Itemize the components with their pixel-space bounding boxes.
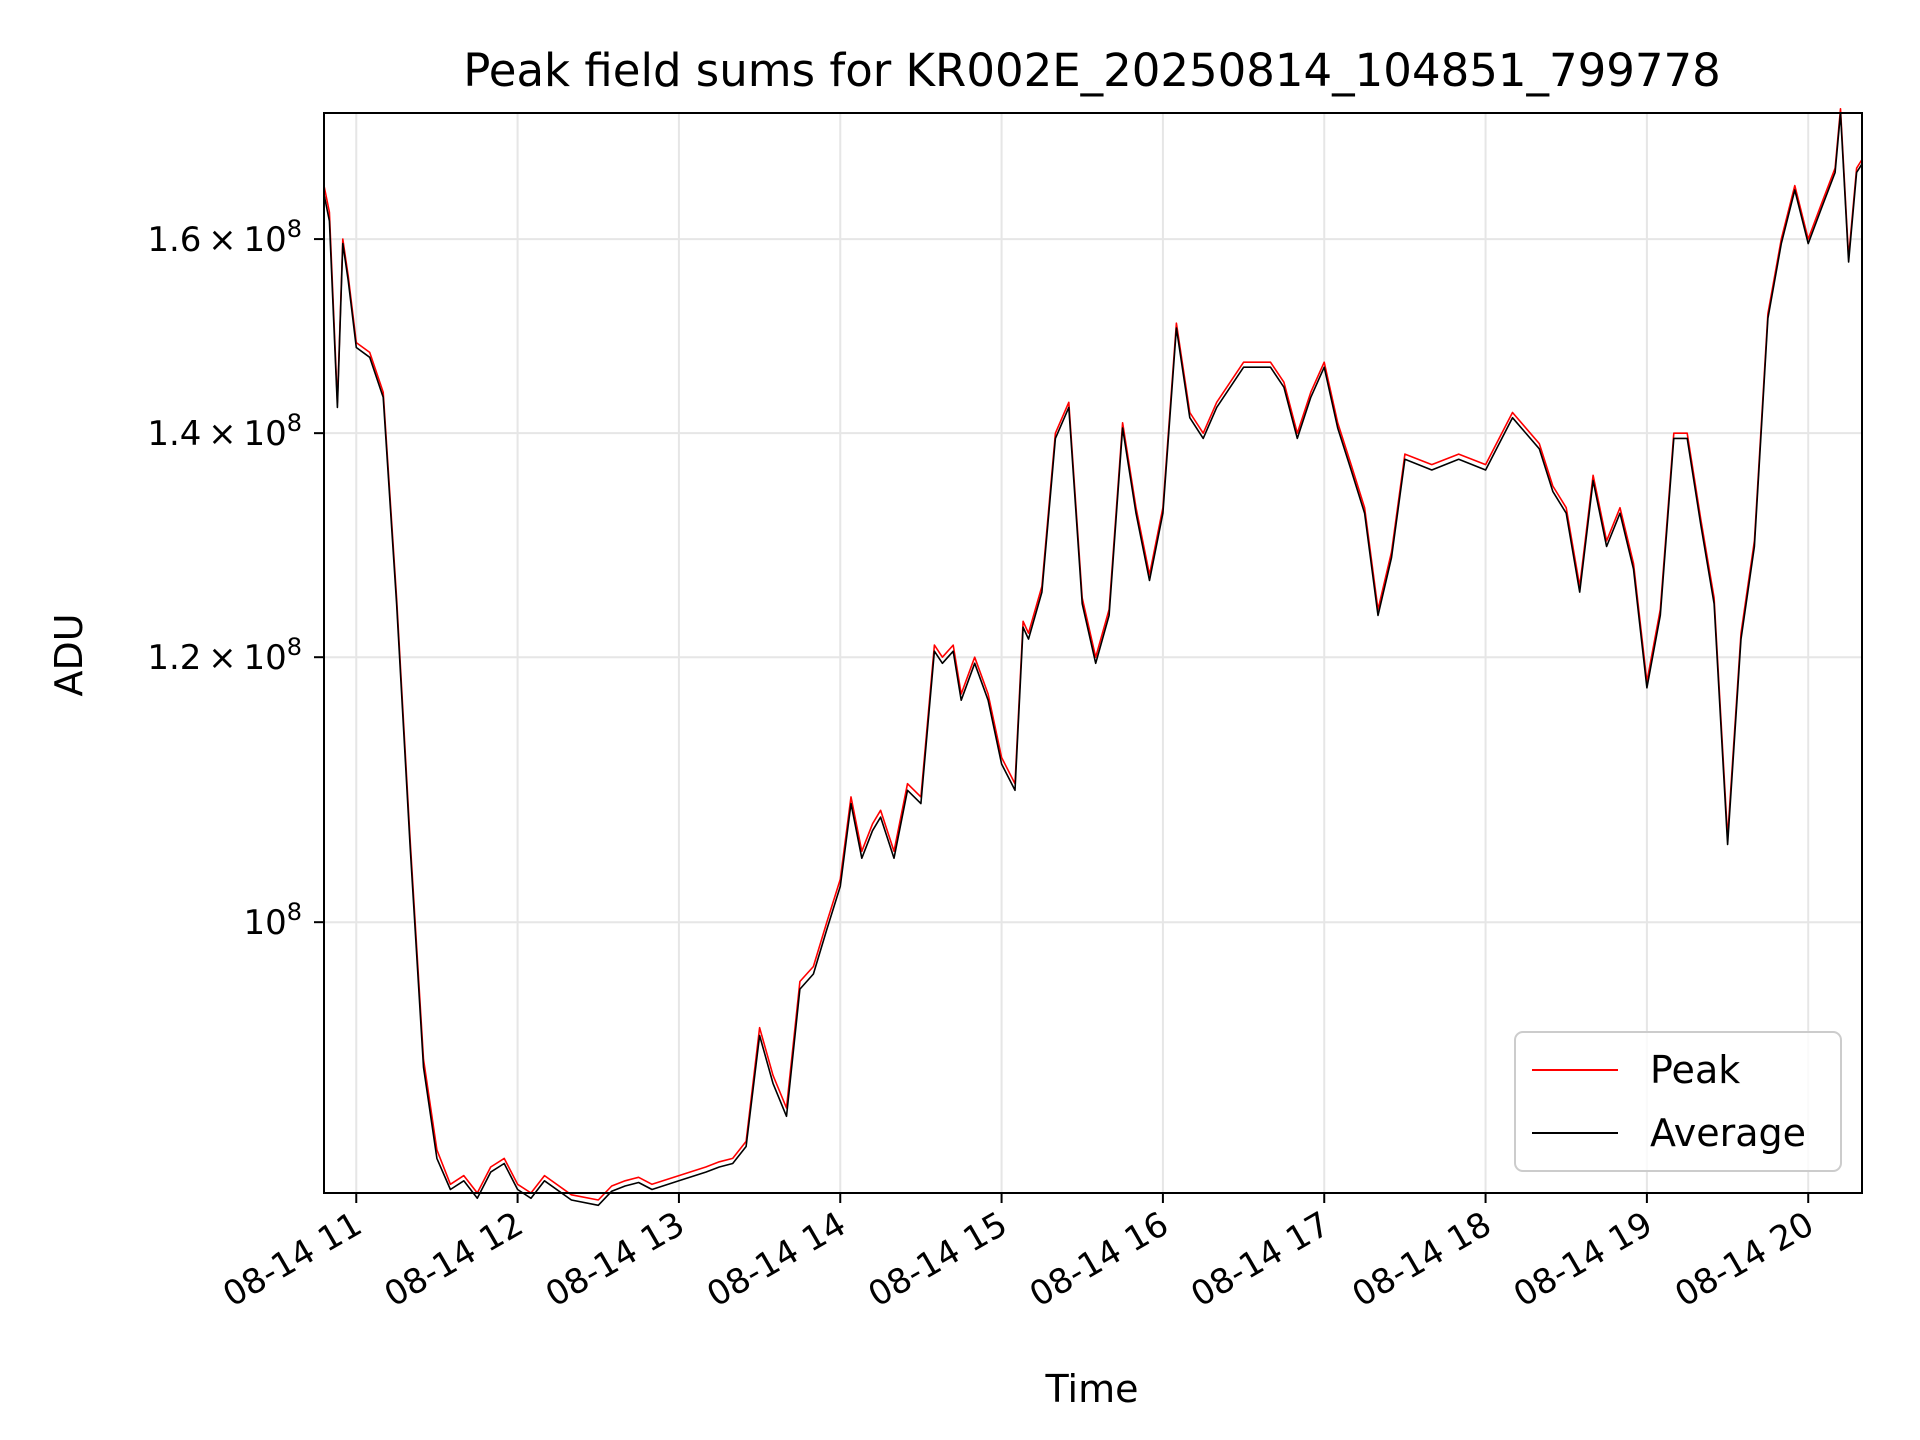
series-lines: [323, 108, 1863, 1207]
grid: [324, 113, 1862, 1193]
y-tick-label: 1.2 × 108: [147, 633, 302, 678]
series-average-line: [323, 112, 1863, 1207]
legend-average-label: Average: [1650, 1111, 1806, 1155]
legend-peak-label: Peak: [1650, 1048, 1740, 1092]
y-tick-label: 1.6 × 108: [147, 215, 302, 260]
y-tick-label: 108: [243, 898, 302, 943]
x-axis-label: Time: [1045, 1367, 1139, 1411]
legend-box: [1514, 1031, 1842, 1172]
plot-frame: [323, 112, 1863, 1194]
chart-title: Peak field sums for KR002E_20250814_1048…: [463, 44, 1721, 97]
y-tick-label: 1.4 × 108: [147, 409, 302, 454]
y-axis-ticks: 108 1.2 × 108 1.4 × 108 1.6 × 108: [147, 215, 324, 943]
legend: Peak Average: [1514, 1031, 1842, 1172]
y-axis-label: ADU: [47, 613, 91, 696]
